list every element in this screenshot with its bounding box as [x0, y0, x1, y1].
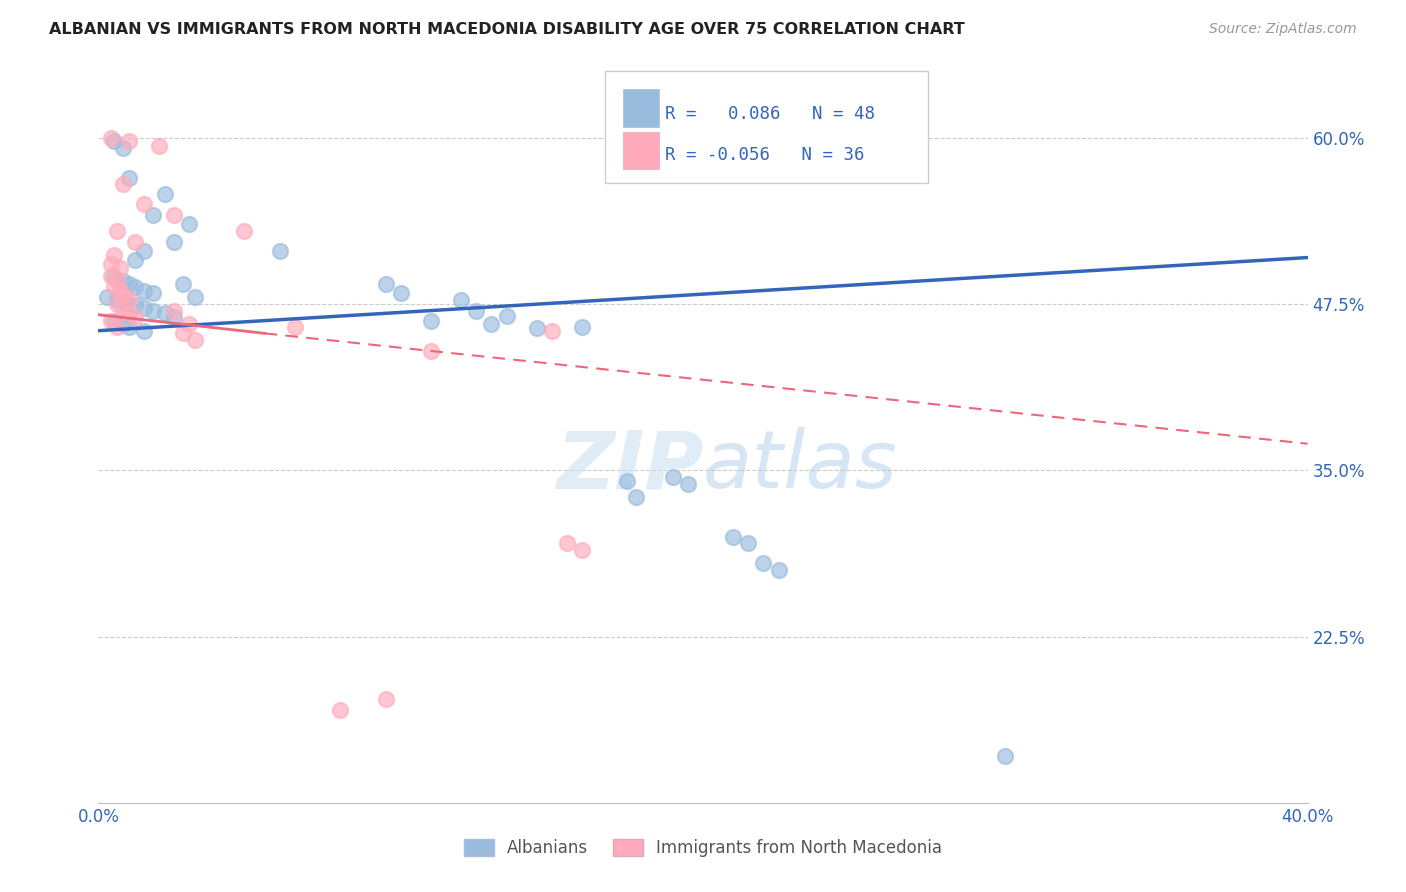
Point [124, 235, 146, 249]
Point [105, 297, 128, 311]
Point [111, 141, 134, 155]
Point [103, 248, 125, 262]
Point [374, 277, 396, 292]
Point [103, 280, 125, 294]
Point [118, 277, 141, 292]
Point [555, 536, 578, 550]
Point [626, 490, 648, 504]
Point [105, 224, 128, 238]
Point [661, 470, 683, 484]
Text: Source: ZipAtlas.com: Source: ZipAtlas.com [1209, 22, 1357, 37]
Point [111, 178, 134, 192]
Point [571, 543, 593, 558]
Point [124, 298, 146, 312]
Point [768, 563, 790, 577]
Text: atlas: atlas [703, 427, 898, 506]
Point [737, 536, 759, 550]
Point [100, 269, 122, 284]
Point [179, 217, 201, 231]
Point [103, 134, 125, 148]
Point [163, 208, 186, 222]
Point [96, 290, 118, 304]
Point [269, 244, 291, 258]
Point [184, 290, 207, 304]
Point [389, 286, 412, 301]
Point [132, 301, 155, 315]
Point [118, 170, 141, 185]
Point [108, 261, 131, 276]
Point [111, 301, 134, 315]
Point [723, 530, 745, 544]
Point [114, 295, 136, 310]
Point [172, 277, 194, 292]
Point [676, 476, 699, 491]
Text: R = -0.056   N = 36: R = -0.056 N = 36 [665, 146, 865, 164]
Point [132, 324, 155, 338]
Point [132, 244, 155, 258]
Point [994, 749, 1017, 764]
Point [132, 284, 155, 298]
Point [163, 310, 186, 325]
Point [374, 692, 396, 706]
Point [481, 317, 503, 331]
Point [420, 314, 443, 328]
Point [153, 186, 176, 201]
Point [284, 319, 307, 334]
Point [105, 293, 128, 307]
Point [124, 280, 146, 294]
Point [450, 293, 472, 307]
Point [118, 306, 141, 320]
Point [495, 309, 517, 323]
Point [105, 319, 128, 334]
Point [752, 557, 775, 571]
Point [100, 131, 122, 145]
Point [329, 703, 352, 717]
Point [465, 303, 488, 318]
Text: R =   0.086   N = 48: R = 0.086 N = 48 [665, 105, 875, 123]
Point [103, 314, 125, 328]
Point [163, 235, 186, 249]
Point [153, 306, 176, 320]
Text: ALBANIAN VS IMMIGRANTS FROM NORTH MACEDONIA DISABILITY AGE OVER 75 CORRELATION C: ALBANIAN VS IMMIGRANTS FROM NORTH MACEDO… [49, 22, 965, 37]
Point [111, 275, 134, 289]
Point [163, 303, 186, 318]
Point [103, 270, 125, 285]
Point [148, 138, 170, 153]
Point [526, 321, 548, 335]
Legend: Albanians, Immigrants from North Macedonia: Albanians, Immigrants from North Macedon… [457, 832, 949, 864]
Text: ZIP: ZIP [555, 427, 703, 506]
Point [108, 284, 131, 298]
Point [118, 292, 141, 306]
Point [172, 326, 194, 341]
Point [124, 253, 146, 268]
Point [142, 208, 165, 222]
Point [111, 317, 134, 331]
Point [142, 303, 165, 318]
Point [420, 343, 443, 358]
Point [124, 310, 146, 325]
Point [571, 319, 593, 334]
Point [540, 324, 562, 338]
Point [105, 275, 128, 289]
Point [184, 333, 207, 347]
Point [100, 314, 122, 328]
Point [132, 197, 155, 211]
Point [118, 134, 141, 148]
Point [179, 317, 201, 331]
Point [616, 474, 638, 488]
Point [142, 286, 165, 301]
Point [232, 224, 254, 238]
Point [100, 257, 122, 271]
Point [111, 287, 134, 301]
Point [118, 319, 141, 334]
